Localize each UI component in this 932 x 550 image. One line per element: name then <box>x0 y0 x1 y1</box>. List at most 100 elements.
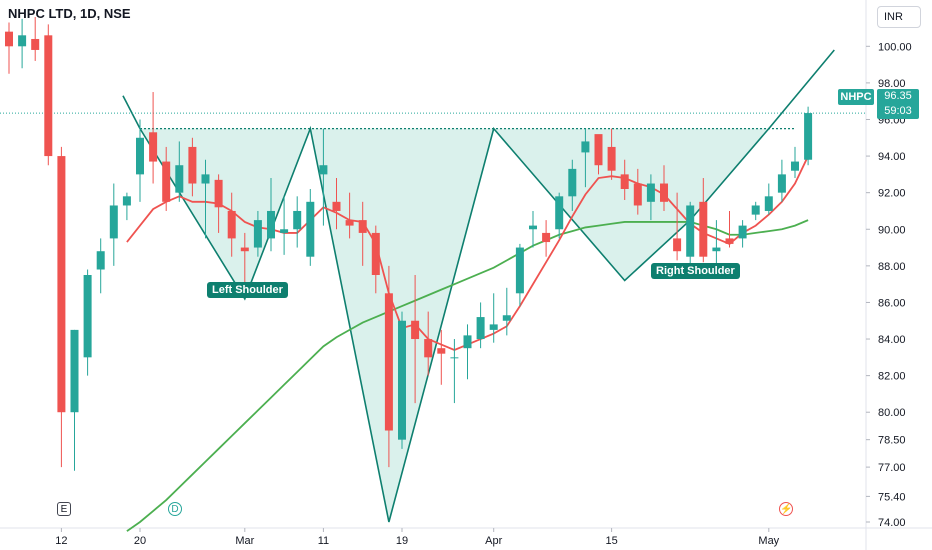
candle <box>44 24 53 166</box>
candle-body <box>109 205 118 239</box>
candle <box>214 174 223 233</box>
y-tick-label: 75.40 <box>878 491 906 503</box>
candle <box>384 265 393 468</box>
candle <box>502 287 511 336</box>
candle <box>450 339 459 404</box>
candle <box>306 189 315 266</box>
candle <box>568 159 577 211</box>
candle <box>175 141 184 202</box>
candle-body <box>44 35 53 157</box>
pattern-line <box>139 49 835 523</box>
candle-body <box>568 168 577 197</box>
candle <box>791 146 799 179</box>
candle-body <box>607 146 616 171</box>
candle <box>646 174 655 221</box>
candle-body <box>214 179 223 208</box>
x-tick-label: 19 <box>396 535 408 547</box>
candle <box>594 134 603 175</box>
candle-body <box>620 174 629 190</box>
candle-body <box>424 339 433 358</box>
candle <box>751 201 760 221</box>
candle-body <box>804 113 813 160</box>
candle <box>253 210 262 257</box>
candle-body <box>555 196 564 230</box>
y-tick-label: 90.00 <box>878 224 906 236</box>
candle-body <box>201 174 210 184</box>
candle <box>57 146 66 468</box>
candle-body <box>633 183 642 206</box>
candle-body <box>96 251 105 270</box>
candle-body <box>437 348 446 354</box>
candle-body <box>751 205 760 215</box>
y-tick-label: 77.00 <box>878 462 906 474</box>
price-axis: 100.0098.0096.0094.0092.0090.0088.0086.0… <box>866 41 912 529</box>
candle-body <box>280 229 289 233</box>
candle-body <box>227 210 236 239</box>
pattern-shape <box>0 49 866 523</box>
pattern-fill <box>140 128 795 522</box>
candle <box>515 243 524 307</box>
candle-body <box>542 232 551 243</box>
earnings-event-icon[interactable]: E <box>57 502 71 516</box>
y-tick-label: 84.00 <box>878 334 906 346</box>
y-tick-label: 74.00 <box>878 517 906 529</box>
candle-body <box>450 357 459 359</box>
candle-body <box>371 232 380 275</box>
split-event-icon[interactable]: ⚡ <box>779 502 793 516</box>
candle-body <box>699 201 708 257</box>
candle <box>96 238 105 294</box>
candle <box>240 232 249 285</box>
candle <box>764 183 773 215</box>
candle-body <box>18 35 27 47</box>
candle <box>660 165 668 211</box>
candle <box>345 192 354 239</box>
time-axis: 12 20 Mar 11 19 Apr 15 May <box>55 528 780 547</box>
candle <box>188 137 197 197</box>
candle-body <box>70 329 79 413</box>
x-tick-label: 11 <box>318 535 329 547</box>
y-tick-label: 94.00 <box>878 151 906 163</box>
candle <box>463 324 472 380</box>
candle-body <box>384 293 393 431</box>
y-tick-label: 80.00 <box>878 407 906 419</box>
candle-body <box>738 225 747 239</box>
candle-body <box>358 220 367 233</box>
candle-body <box>267 210 275 239</box>
candle-body <box>529 225 537 230</box>
candle-body <box>5 31 13 47</box>
candle <box>673 192 682 261</box>
currency-selector[interactable]: INR <box>877 6 921 28</box>
candle-body <box>764 196 773 211</box>
left-shoulder-label: Left Shoulder <box>207 282 288 298</box>
candle <box>738 220 747 248</box>
candle <box>332 178 341 230</box>
candle <box>18 18 27 69</box>
candle <box>581 128 590 188</box>
x-tick-label: 15 <box>605 535 617 547</box>
y-tick-label: 78.50 <box>878 435 906 447</box>
candle <box>686 201 695 266</box>
last-price-tag: 96.35 59:03 <box>877 89 919 119</box>
candle-body <box>411 320 420 340</box>
dividend-event-icon[interactable]: D <box>168 502 182 516</box>
candle <box>725 210 734 248</box>
candle <box>293 196 302 248</box>
candle <box>267 178 275 252</box>
candle <box>398 311 406 449</box>
x-tick-label: Apr <box>485 535 502 547</box>
candle <box>437 329 446 385</box>
candle-body <box>712 247 721 252</box>
candle-body <box>240 247 249 252</box>
candle-body <box>791 161 799 171</box>
candle <box>371 225 380 294</box>
candle-body <box>345 220 354 226</box>
candle-body <box>306 201 315 257</box>
last-price-value: 96.35 <box>884 90 912 102</box>
candle-body <box>476 317 485 340</box>
candle-body <box>725 238 734 244</box>
candle <box>476 302 485 349</box>
candle <box>83 269 92 376</box>
candle-body <box>149 132 158 162</box>
candle-body <box>594 134 603 166</box>
